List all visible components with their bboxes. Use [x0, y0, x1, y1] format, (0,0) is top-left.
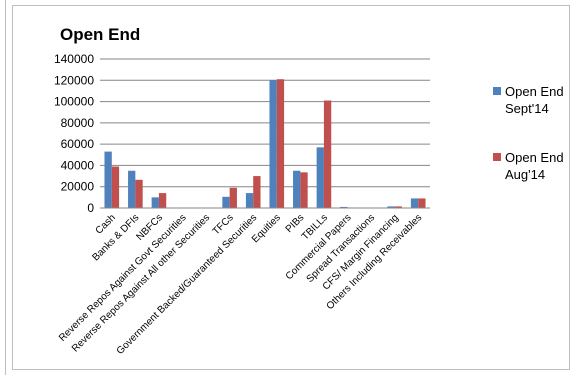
legend-swatch-1	[493, 87, 501, 95]
bar-series-2	[394, 206, 402, 208]
bar-series-1	[269, 80, 277, 208]
bar-series-2	[323, 100, 332, 208]
bar-series-1	[340, 206, 348, 208]
bar-series-2	[158, 193, 167, 208]
bar-series-2	[111, 166, 120, 208]
y-tick-label: 140000	[54, 52, 94, 66]
chart-title: Open End	[60, 25, 140, 44]
bar-series-1	[387, 206, 395, 208]
bars	[104, 79, 426, 208]
gridlines	[100, 58, 430, 209]
y-axis-ticks: 0 20000 40000 60000 80000 100000 120000 140000	[54, 52, 94, 215]
bar-series-1	[128, 170, 136, 208]
y-tick-label: 60000	[61, 137, 95, 151]
legend-swatch-2	[493, 153, 501, 161]
legend-label-2: Open End	[505, 150, 564, 165]
bar-series-1	[151, 197, 159, 208]
legend-label-2: Aug'14	[505, 167, 545, 182]
legend-label-1: Open End	[505, 84, 564, 99]
bar-series-1	[104, 151, 112, 208]
y-tick-label: 20000	[61, 180, 95, 194]
bar-series-1	[316, 147, 324, 208]
y-tick-label: 80000	[61, 116, 95, 130]
bar-series-2	[300, 172, 308, 208]
bar-series-2	[253, 176, 261, 208]
y-tick-label: 40000	[61, 158, 95, 172]
y-tick-label: 100000	[54, 95, 94, 109]
legend: Open End Sept'14 Open End Aug'14	[493, 84, 564, 182]
bar-series-1	[293, 170, 301, 208]
y-tick-label: 0	[87, 201, 94, 215]
bar-series-2	[276, 79, 285, 208]
legend-label-1: Sept'14	[505, 101, 549, 116]
bar-series-2	[418, 198, 426, 208]
bar-series-2	[135, 179, 143, 208]
bar-series-1	[245, 193, 254, 208]
bar-series-1	[222, 196, 230, 208]
bar-series-1	[410, 198, 419, 208]
bar-series-2	[229, 187, 237, 208]
y-tick-label: 120000	[54, 73, 94, 87]
left-border-line	[5, 0, 6, 375]
